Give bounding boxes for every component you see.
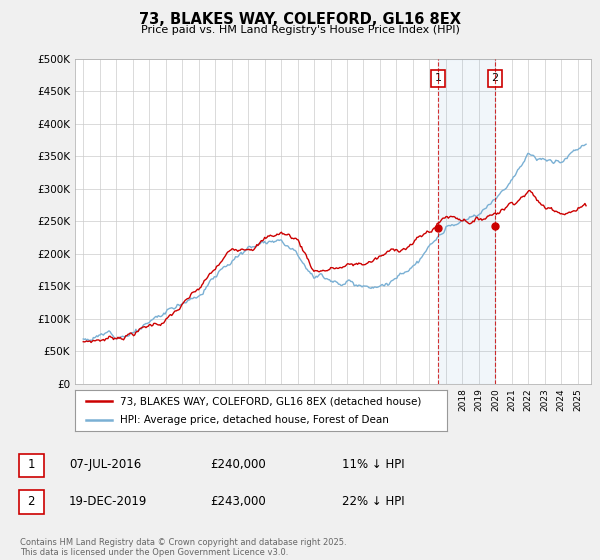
Bar: [438, 59, 495, 384]
Text: 1: 1: [28, 458, 35, 472]
Text: 07-JUL-2016: 07-JUL-2016: [69, 458, 141, 472]
Text: 73, BLAKES WAY, COLEFORD, GL16 8EX: 73, BLAKES WAY, COLEFORD, GL16 8EX: [139, 12, 461, 27]
Text: 1: 1: [434, 73, 442, 83]
Text: £240,000: £240,000: [210, 458, 266, 472]
Text: HPI: Average price, detached house, Forest of Dean: HPI: Average price, detached house, Fore…: [119, 415, 389, 425]
Text: £243,000: £243,000: [210, 494, 266, 508]
Text: 11% ↓ HPI: 11% ↓ HPI: [342, 458, 404, 472]
Text: 2: 2: [491, 73, 499, 83]
Text: Contains HM Land Registry data © Crown copyright and database right 2025.
This d: Contains HM Land Registry data © Crown c…: [20, 538, 346, 557]
Text: Price paid vs. HM Land Registry's House Price Index (HPI): Price paid vs. HM Land Registry's House …: [140, 25, 460, 35]
Text: 22% ↓ HPI: 22% ↓ HPI: [342, 494, 404, 508]
Text: 19-DEC-2019: 19-DEC-2019: [69, 494, 148, 508]
Text: 73, BLAKES WAY, COLEFORD, GL16 8EX (detached house): 73, BLAKES WAY, COLEFORD, GL16 8EX (deta…: [119, 396, 421, 407]
Text: 2: 2: [28, 494, 35, 508]
